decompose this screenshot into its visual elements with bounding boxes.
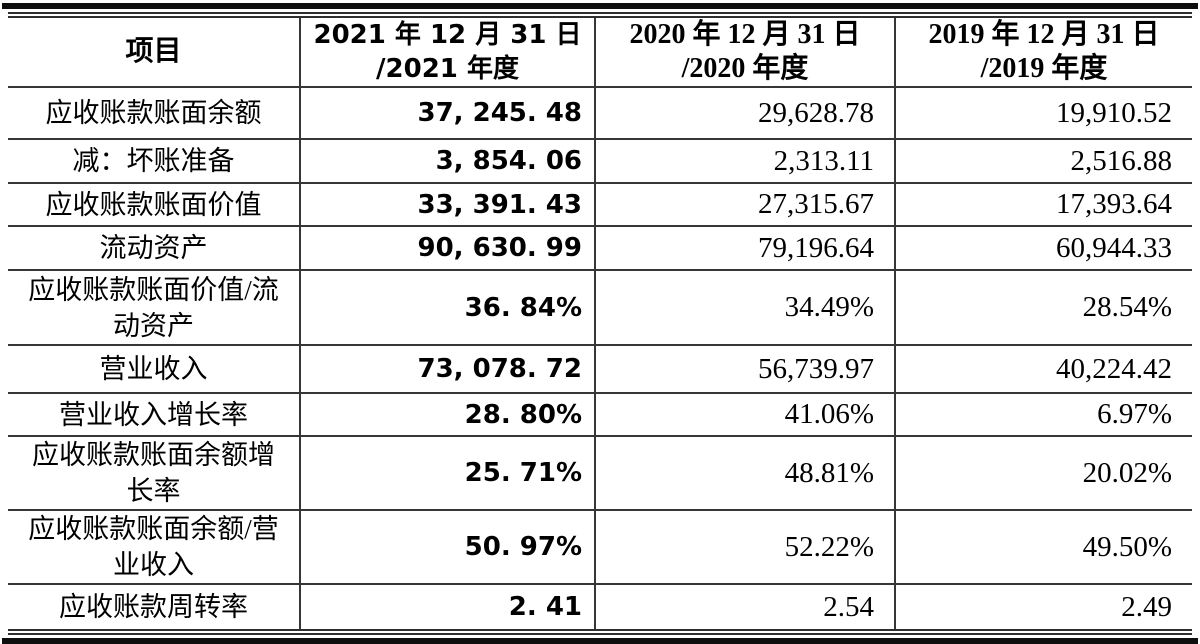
- header-2021-line2: /2021 年度: [376, 54, 519, 84]
- header-2020-line1: 2020 年 12 月 31 日: [629, 19, 861, 50]
- row-label: 减：坏账准备: [8, 139, 300, 184]
- value-2020: 56,739.97: [594, 345, 895, 394]
- value-2021: 2. 41: [299, 584, 595, 629]
- table-row: 应收账款账面余额 37, 245. 48 29,628.78 19,910.52: [8, 87, 1192, 140]
- row-label: 营业收入: [8, 345, 300, 394]
- value-2020: 2.54: [594, 584, 895, 629]
- row-label: 应收账款账面价值: [8, 183, 300, 227]
- header-2021-line1: 2021 年 12 月 31 日: [313, 20, 582, 50]
- value-2020: 29,628.78: [594, 87, 895, 140]
- bottom-double-rule: [8, 629, 1192, 635]
- value-2021: 3, 854. 06: [299, 139, 595, 184]
- table-header-row: 项目 2021 年 12 月 31 日 /2021 年度 2020 年 12 月…: [8, 18, 1192, 88]
- header-item: 项目: [8, 18, 300, 88]
- table-row: 应收账款账面余额增长率 25. 71% 48.81% 20.02%: [8, 436, 1192, 511]
- header-2020-line2: /2020 年度: [681, 53, 809, 84]
- value-2020: 41.06%: [594, 393, 895, 437]
- value-2019: 6.97%: [894, 393, 1192, 437]
- row-label: 应收账款账面余额: [8, 87, 300, 140]
- value-2020: 34.49%: [594, 270, 895, 346]
- header-2020: 2020 年 12 月 31 日 /2020 年度: [594, 18, 895, 88]
- value-2020: 27,315.67: [594, 183, 895, 227]
- table-row: 应收账款账面价值 33, 391. 43 27,315.67 17,393.64: [8, 183, 1192, 227]
- header-2019-line2: /2019 年度: [980, 53, 1108, 84]
- value-2019: 28.54%: [894, 270, 1192, 346]
- value-2019: 17,393.64: [894, 183, 1192, 227]
- table-row: 营业收入增长率 28. 80% 41.06% 6.97%: [8, 393, 1192, 437]
- value-2020: 48.81%: [594, 436, 895, 511]
- row-label: 流动资产: [8, 226, 300, 271]
- row-label: 应收账款账面价值/流动资产: [8, 270, 300, 346]
- value-2021: 50. 97%: [299, 510, 595, 585]
- row-label: 应收账款账面余额增长率: [8, 436, 300, 511]
- value-2019: 40,224.42: [894, 345, 1192, 394]
- value-2021: 73, 078. 72: [299, 345, 595, 394]
- header-2019-line1: 2019 年 12 月 31 日: [928, 19, 1160, 50]
- table-row: 应收账款账面余额/营业收入 50. 97% 52.22% 49.50%: [8, 510, 1192, 585]
- table-row: 营业收入 73, 078. 72 56,739.97 40,224.42: [8, 345, 1192, 394]
- value-2019: 49.50%: [894, 510, 1192, 585]
- value-2019: 20.02%: [894, 436, 1192, 511]
- value-2020: 52.22%: [594, 510, 895, 585]
- bottom-thick-bar: [2, 638, 1198, 644]
- row-label: 营业收入增长率: [8, 393, 300, 437]
- row-label: 应收账款周转率: [59, 592, 248, 622]
- value-2019: 2.49: [894, 584, 1192, 629]
- header-2021: 2021 年 12 月 31 日 /2021 年度: [299, 18, 595, 88]
- top-thick-bar: [2, 3, 1198, 9]
- top-double-rule: [8, 12, 1192, 18]
- value-2020: 79,196.64: [594, 226, 895, 271]
- table-row: 应收账款周转率 2. 41 2.54 2.49: [8, 584, 1192, 629]
- value-2020: 2,313.11: [594, 139, 895, 184]
- value-2021: 28. 80%: [299, 393, 595, 437]
- value-2021: 33, 391. 43: [299, 183, 595, 227]
- value-2019: 2,516.88: [894, 139, 1192, 184]
- value-2021: 25. 71%: [299, 436, 595, 511]
- financial-metrics-table: 项目 2021 年 12 月 31 日 /2021 年度 2020 年 12 月…: [8, 18, 1192, 629]
- value-2021: 37, 245. 48: [299, 87, 595, 140]
- header-2019: 2019 年 12 月 31 日 /2019 年度: [894, 18, 1192, 88]
- value-2021: 36. 84%: [299, 270, 595, 346]
- value-2019: 60,944.33: [894, 226, 1192, 271]
- table-row: 应收账款账面价值/流动资产 36. 84% 34.49% 28.54%: [8, 270, 1192, 346]
- table-row: 流动资产 90, 630. 99 79,196.64 60,944.33: [8, 226, 1192, 271]
- value-2021: 90, 630. 99: [299, 226, 595, 271]
- table-row: 减：坏账准备 3, 854. 06 2,313.11 2,516.88: [8, 139, 1192, 184]
- row-label: 应收账款账面余额/营业收入: [8, 510, 300, 585]
- value-2019: 19,910.52: [894, 87, 1192, 140]
